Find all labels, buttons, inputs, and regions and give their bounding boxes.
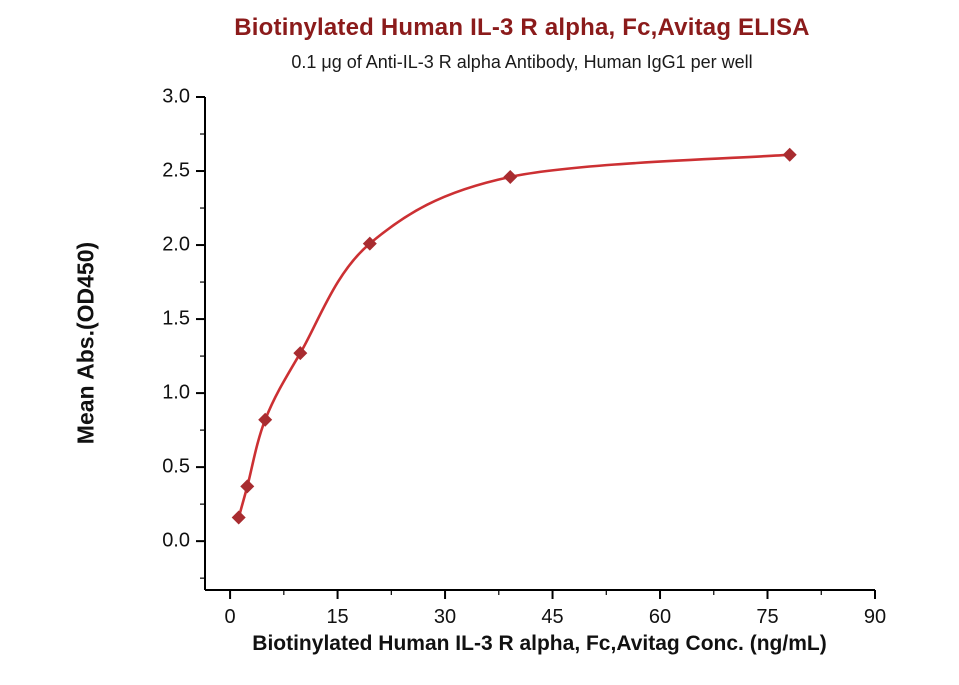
fit-curve [237, 153, 791, 519]
data-point-marker [362, 236, 377, 251]
x-tick-label: 60 [649, 606, 671, 628]
chart-title: Biotinylated Human IL-3 R alpha, Fc,Avit… [234, 14, 810, 41]
y-tick-label: 0.5 [162, 455, 190, 477]
data-point-marker [240, 479, 255, 494]
x-tick-label: 90 [864, 606, 886, 628]
x-tick-label: 0 [225, 606, 236, 628]
data-point-marker [231, 510, 246, 525]
chart-subtitle: 0.1 μg of Anti-IL-3 R alpha Antibody, Hu… [291, 52, 753, 72]
x-axis-title: Biotinylated Human IL-3 R alpha, Fc,Avit… [252, 632, 827, 655]
data-point-marker [782, 147, 797, 162]
y-tick-label: 3.0 [162, 85, 190, 107]
x-tick-label: 75 [756, 606, 778, 628]
y-tick-label: 1.0 [162, 381, 190, 403]
x-tick-label: 30 [434, 606, 456, 628]
x-tick-label: 45 [541, 606, 563, 628]
x-tick-label: 15 [326, 606, 348, 628]
data-point-marker [293, 346, 308, 361]
data-point-marker [258, 412, 273, 427]
y-tick-label: 2.5 [162, 159, 190, 181]
y-tick-label: 0.0 [162, 529, 190, 551]
y-tick-label: 1.5 [162, 307, 190, 329]
data-point-marker [503, 169, 518, 184]
y-tick-label: 2.0 [162, 233, 190, 255]
